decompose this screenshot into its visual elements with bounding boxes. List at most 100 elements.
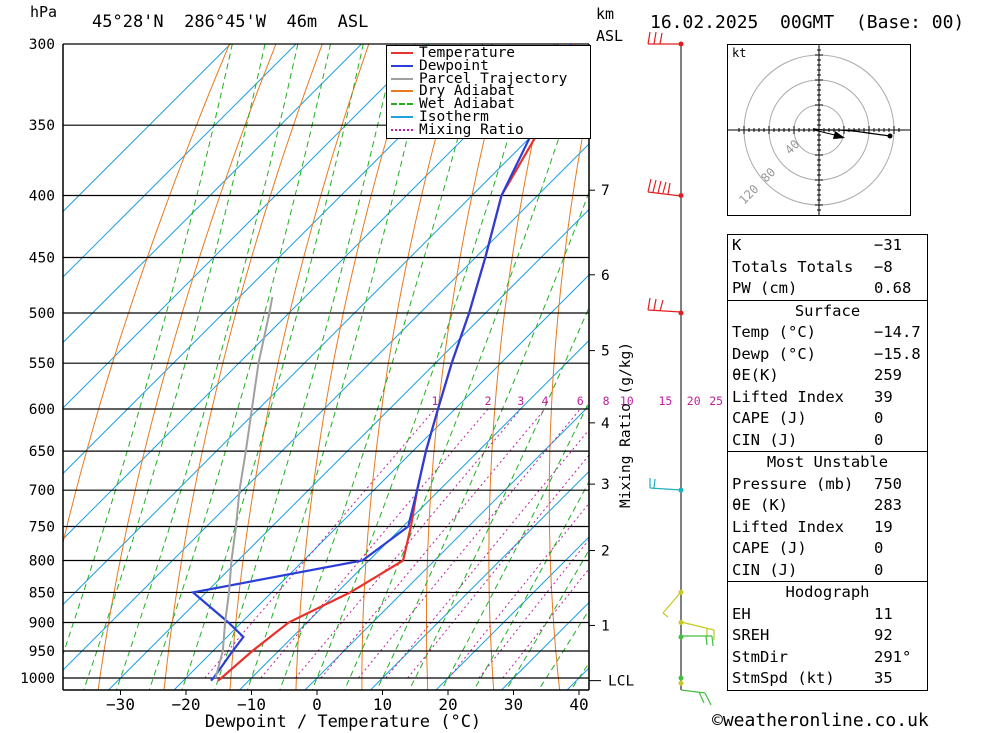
pressure-tick-label: 500: [29, 306, 55, 322]
surface-li-row: Lifted Index 39: [732, 387, 893, 406]
wet-adiabat-line: [181, 44, 364, 690]
height-tick-label: 2: [601, 544, 610, 560]
surface-cape-row: CAPE (J) 0: [732, 409, 884, 427]
wind-barb: [662, 591, 682, 618]
mixing-ratio-label: 15: [658, 394, 672, 408]
mixing-ratio-label: 3: [517, 394, 524, 408]
pressure-tick-label: 900: [29, 616, 55, 632]
pressure-tick-label: 600: [29, 402, 55, 418]
most-unstable-title: Most Unstable: [728, 451, 927, 474]
pressure-tick-label: 650: [29, 444, 55, 460]
mixing-ratio-label: 1: [432, 394, 439, 408]
mixing-ratio-label: 25: [709, 394, 723, 408]
legend-label: Isotherm: [419, 109, 489, 125]
pressure-tick-label: 800: [29, 553, 55, 569]
credit-link[interactable]: ©weatheronline.co.uk: [712, 710, 929, 731]
legend-swatch: [391, 77, 413, 80]
wet-adiabat-line: [311, 44, 537, 690]
dry-adiabat-line: [664, 0, 712, 704]
height-tick-label: 6: [601, 268, 610, 284]
x-tick-label: 10: [373, 695, 392, 714]
wind-barb: [647, 178, 682, 197]
legend-item: Dry Adiabat: [391, 83, 516, 100]
isotherm-line: [304, 405, 589, 690]
dry-adiabat-line: [924, 0, 1000, 704]
wind-dot: [678, 310, 684, 316]
pressure-tick-label: 300: [29, 37, 55, 53]
x-axis-title: Dewpoint / Temperature (°C): [205, 712, 481, 732]
isotherm-line: [369, 470, 589, 690]
isotherm-line: [63, 44, 363, 344]
legend-label: Dewpoint: [419, 57, 489, 74]
mu-li-row: Lifted Index 19: [732, 517, 893, 536]
storm-motion-arrowhead: [833, 131, 845, 139]
legend-label: Parcel Trajectory: [419, 70, 568, 87]
wet-adiabat-line: [408, 306, 589, 690]
legend-label: Dry Adiabat: [419, 83, 516, 100]
legend-swatch: [391, 128, 413, 131]
height-unit-label: km: [596, 5, 615, 23]
mixing-ratio-line: [260, 408, 489, 679]
parcel-trajectory-trace: [214, 296, 274, 679]
x-tick-label: 30: [504, 695, 523, 714]
pressure-tick-label: 850: [29, 585, 55, 601]
dewpoint-trace: [190, 44, 573, 682]
pressure-tick-label: 700: [29, 483, 55, 499]
mu-theta-row: θE (K) 283: [732, 496, 902, 514]
wind-dot: [678, 680, 684, 686]
pressure-tick-label: 350: [29, 118, 55, 134]
mixing-ratio-line: [478, 538, 589, 679]
pressure-tick-label: 450: [29, 251, 55, 267]
location-label: 45°28'N 286°45'W 46m ASL: [92, 12, 369, 32]
mixing-ratio-axis-title: Mixing Ratio (g/kg): [618, 342, 634, 508]
legend-swatch: [391, 116, 413, 118]
pressure-tick-label: 550: [29, 356, 55, 372]
sreh-row: SREH 92: [732, 626, 893, 644]
wind-barb: [647, 31, 681, 45]
surface-dewp-row: Dewp (°C) −15.8: [732, 344, 921, 363]
wet-adiabat-line: [376, 190, 589, 690]
wind-barb: [680, 689, 712, 706]
isotherm-line: [435, 536, 589, 690]
wind-barb: [680, 621, 715, 640]
hodo-endpoint: [887, 133, 893, 139]
mixing-ratio-label: 4: [542, 394, 549, 408]
hodograph-title: Hodograph: [728, 581, 927, 604]
mixing-ratio-label: 2: [485, 394, 492, 408]
hodo-ring-label-40: 40: [782, 137, 802, 157]
x-tick-label: 40: [569, 695, 588, 714]
height-tick-label: 3: [601, 477, 610, 493]
x-tick-label: −30: [106, 695, 135, 714]
height-tick-label: 5: [601, 344, 610, 360]
wet-adiabat-line: [148, 44, 331, 690]
wet-adiabat-line: [83, 44, 266, 690]
height-tick-label: 7: [601, 183, 610, 199]
datetime-label: 16.02.2025 00GMT (Base: 00): [650, 12, 965, 33]
x-tick-label: 0: [312, 695, 322, 714]
eh-row: EH 11: [732, 604, 893, 623]
mixing-ratio-line: [502, 567, 589, 679]
legend: Temperature Dewpoint Parcel Trajectory Dry …: [386, 45, 591, 139]
mu-cape-row: CAPE (J) 0: [732, 539, 884, 557]
hodograph-plot: kt 40 80 120: [728, 45, 910, 215]
legend-item: Dewpoint: [391, 57, 489, 74]
legend-item: Mixing Ratio: [391, 123, 524, 137]
indices-table: K −31 Totals Totals −8 PW (cm) 0.68 Surface…: [727, 234, 928, 691]
isotherm-line: [238, 339, 589, 690]
mixing-ratio-label: 20: [687, 394, 701, 408]
wind-barb: [681, 635, 714, 647]
height-tick-label: 4: [601, 416, 610, 432]
x-tick-label: −20: [172, 695, 201, 714]
pressure-tick-label: 750: [29, 520, 55, 536]
surface-temp-row: Temp (°C) −14.7: [732, 323, 921, 341]
pressure-tick-label: 950: [29, 644, 55, 660]
legend-swatch: [391, 64, 413, 67]
legend-item: Temperature: [391, 46, 515, 60]
mixing-ratio-line: [295, 408, 522, 679]
surface-theta-row: θE(K) 259: [732, 366, 902, 384]
mu-cin-row: CIN (J) 0: [732, 560, 884, 579]
x-tick-label: −10: [237, 695, 266, 714]
legend-swatch: [391, 103, 413, 106]
hodo-ring-label-120: 120: [736, 182, 761, 207]
